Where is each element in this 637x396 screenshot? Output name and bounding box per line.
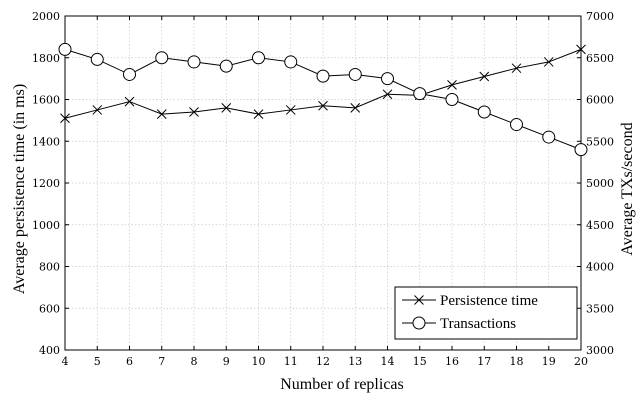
point-persistence-time <box>350 102 361 113</box>
point-persistence-time <box>124 96 135 107</box>
left-y-tick-label: 1000 <box>32 219 60 232</box>
x-tick-label: 7 <box>158 355 165 368</box>
legend-box <box>394 286 578 340</box>
left-y-tick-label: 800 <box>39 261 60 274</box>
point-transactions <box>477 105 491 119</box>
point-persistence-time <box>382 89 393 100</box>
point-transactions <box>219 59 233 73</box>
left-y-tick-label: 400 <box>39 344 60 357</box>
x-tick-label: 20 <box>574 355 588 368</box>
legend-entry-transactions: Transactions <box>402 316 516 332</box>
left-y-tick-label: 1400 <box>32 135 60 148</box>
right-y-tick-label: 4500 <box>586 219 614 232</box>
point-persistence-time <box>156 109 167 119</box>
left-y-tick-label: 2000 <box>32 10 60 23</box>
point-persistence-time <box>318 100 328 111</box>
right-y-tick-label: 3500 <box>586 302 614 315</box>
x-tick-label: 12 <box>316 355 330 368</box>
right-y-tick-label: 5500 <box>586 135 614 148</box>
point-persistence-time <box>543 57 554 67</box>
x-tick-label: 14 <box>381 355 395 368</box>
right-y-tick-label: 3000 <box>586 344 614 357</box>
x-tick-label: 10 <box>252 355 266 368</box>
x-tick-label: 16 <box>445 355 459 368</box>
legend-circle-marker <box>412 316 426 330</box>
point-transactions <box>574 143 588 157</box>
legend-label-persistence-time: Persistence time <box>440 293 538 309</box>
x-tick-label: 13 <box>348 355 362 368</box>
right-y-tick-label: 6500 <box>586 52 614 65</box>
point-persistence-time <box>479 71 490 82</box>
series-layer <box>58 42 588 157</box>
tick-labels: 4 5 6 7 8 9 10 11 12 13 14 15 16 17 18 19 20 400 600 800 100… <box>32 10 614 368</box>
x-tick-label: 5 <box>94 355 101 368</box>
x-tick-label: 6 <box>126 355 133 368</box>
x-tick-label: 4 <box>62 355 69 368</box>
left-y-tick-label: 600 <box>39 302 60 315</box>
point-transactions <box>316 69 330 83</box>
legend: Persistence time Transactions <box>394 286 578 340</box>
point-transactions <box>413 87 427 101</box>
legend-label-transactions: Transactions <box>440 316 516 332</box>
point-transactions <box>348 67 362 81</box>
point-transactions <box>187 55 201 69</box>
point-persistence-time <box>60 113 70 124</box>
point-transactions <box>155 51 169 65</box>
x-tick-label: 8 <box>191 355 198 368</box>
right-y-tick-label: 7000 <box>586 10 614 23</box>
point-transactions <box>90 52 104 66</box>
right-y-tick-label: 6000 <box>586 94 614 107</box>
x-tick-label: 19 <box>542 355 556 368</box>
point-transactions <box>58 42 72 56</box>
point-transactions <box>284 55 298 69</box>
point-persistence-time <box>447 80 457 90</box>
point-persistence-time <box>92 105 103 115</box>
point-transactions <box>445 93 459 106</box>
point-persistence-time <box>221 102 232 113</box>
axes <box>64 15 582 351</box>
point-persistence-time <box>511 63 522 74</box>
point-persistence-time <box>576 44 586 55</box>
point-persistence-time <box>253 109 264 119</box>
x-tick-label: 11 <box>284 355 298 368</box>
point-persistence-time <box>285 105 296 115</box>
point-transactions <box>510 118 523 132</box>
left-y-tick-label: 1200 <box>32 177 60 190</box>
x-tick-label: 18 <box>510 355 524 368</box>
x-tick-label: 9 <box>223 355 230 368</box>
right-y-tick-label: 4000 <box>586 261 614 274</box>
point-transactions <box>123 67 136 81</box>
legend-entry-persistence-time: Persistence time <box>402 293 538 309</box>
x-tick-label: 17 <box>477 355 491 368</box>
x-tick-label: 15 <box>413 355 427 368</box>
point-transactions <box>381 72 394 86</box>
right-axis-title: Average TXs/second <box>619 122 636 255</box>
x-axis-title: Number of replicas <box>280 376 404 393</box>
point-persistence-time <box>189 107 199 117</box>
point-transactions <box>542 130 556 144</box>
right-y-tick-label: 5000 <box>586 177 614 190</box>
left-y-tick-label: 1600 <box>32 94 60 107</box>
left-y-tick-label: 1800 <box>32 52 60 65</box>
legend-cross-marker <box>414 295 424 305</box>
point-transactions <box>252 51 265 65</box>
left-axis-title: Average persistence time (in ms) <box>11 84 28 294</box>
